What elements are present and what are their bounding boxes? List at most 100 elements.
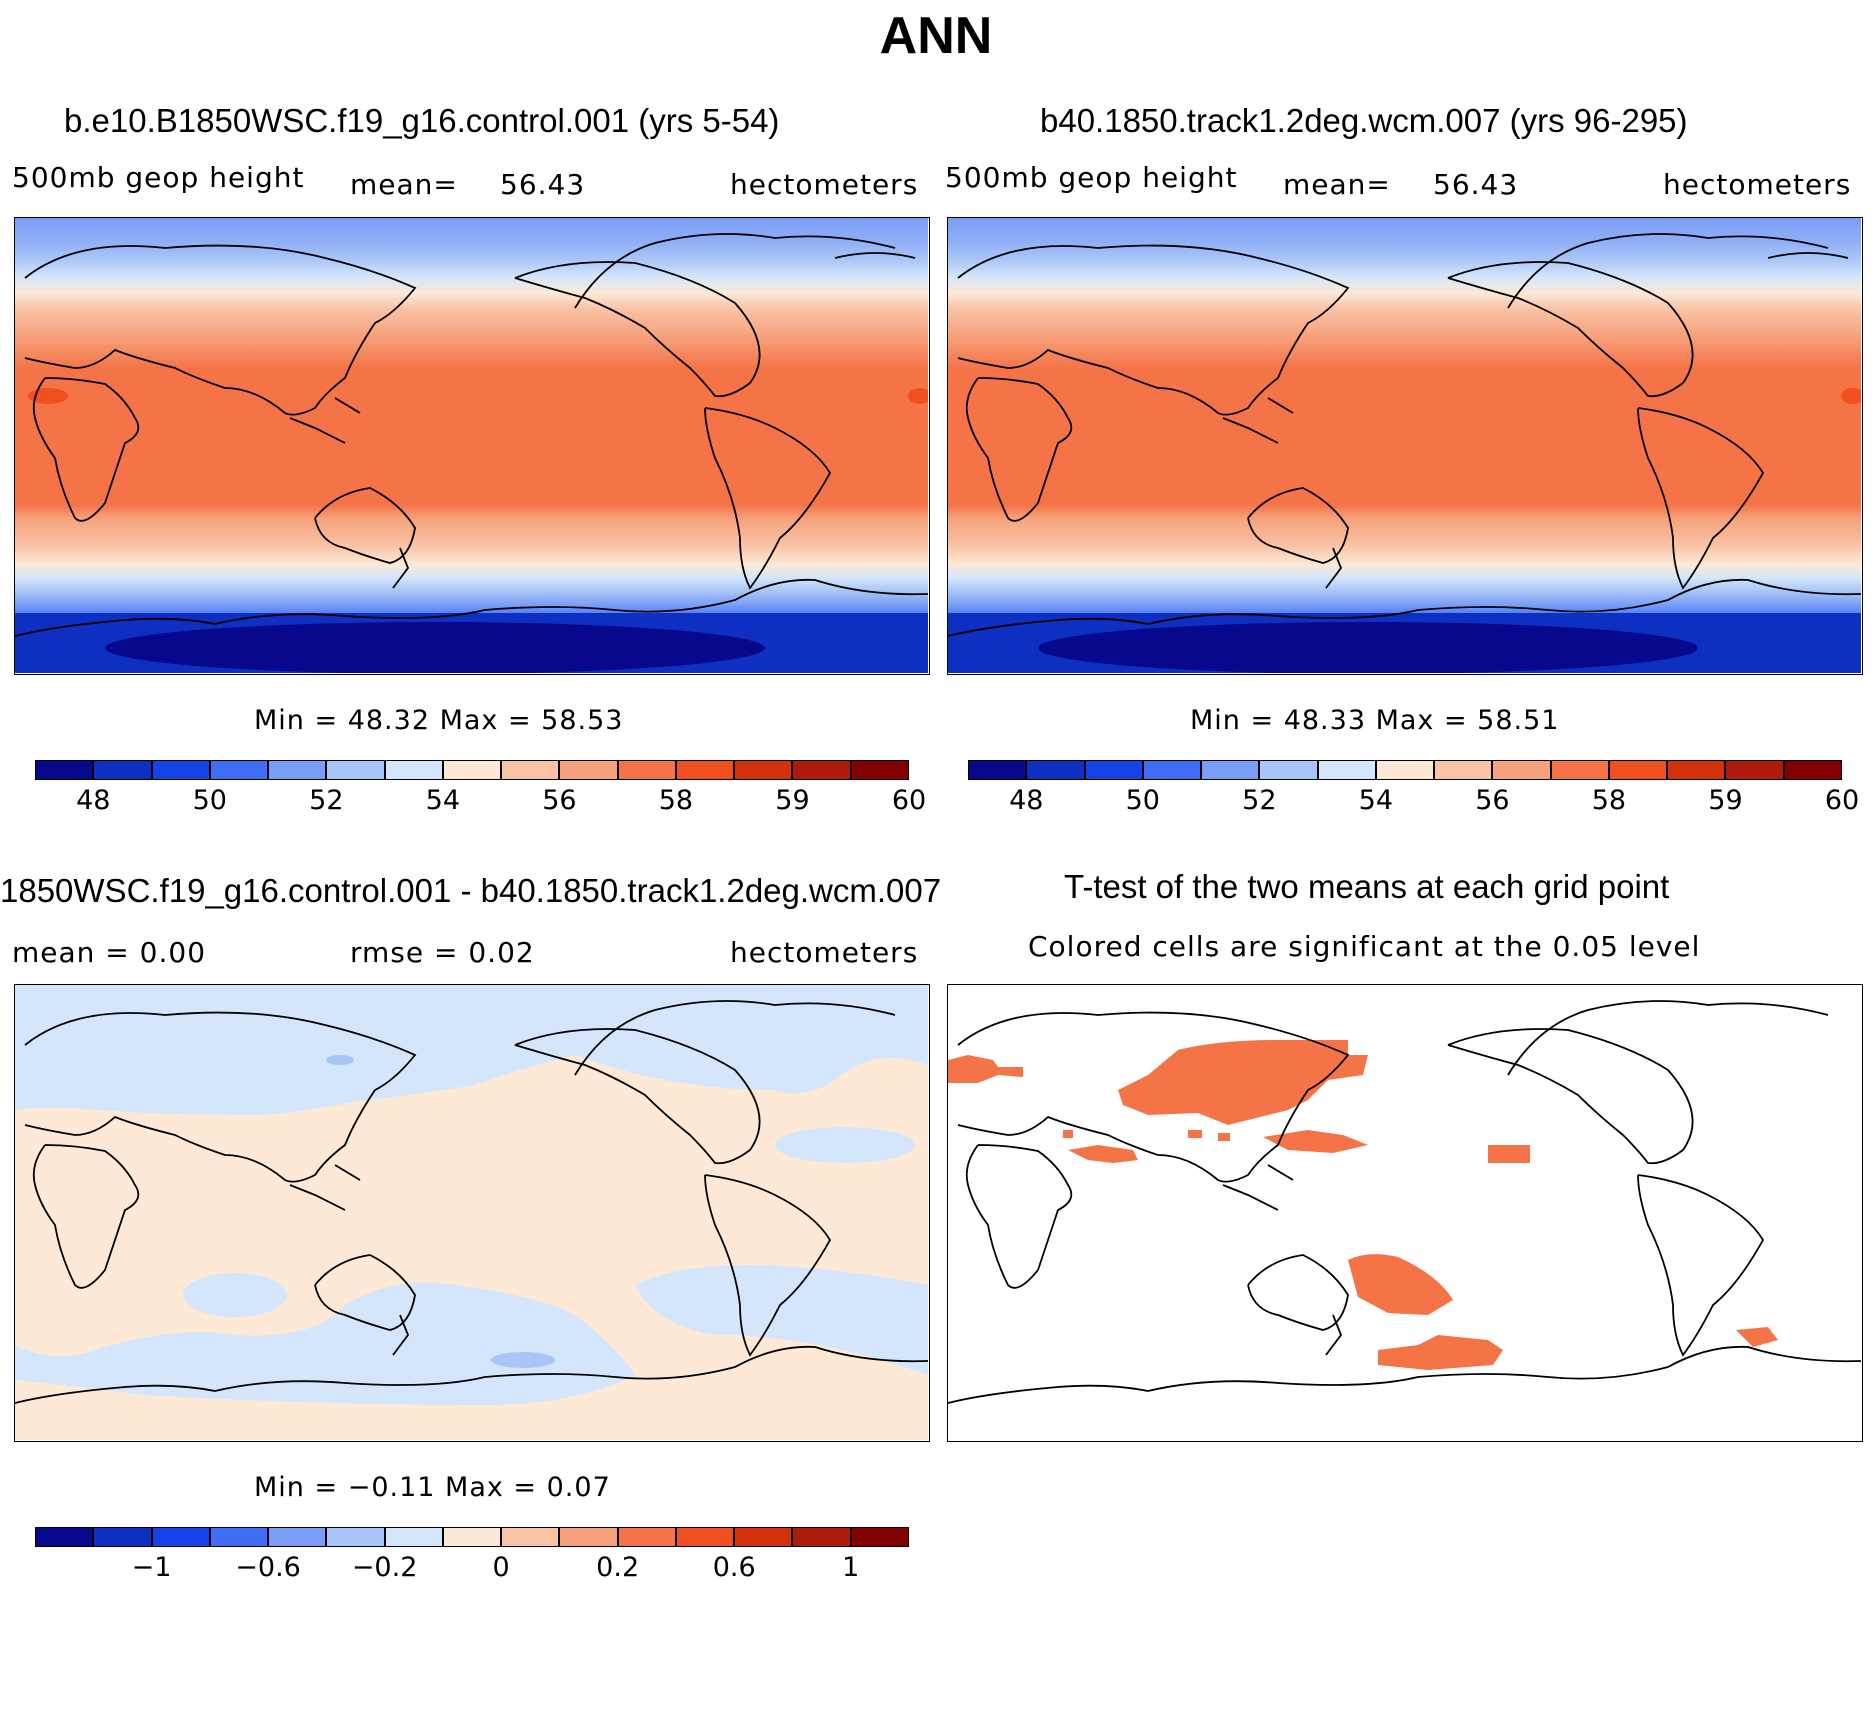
tick-label: 0.6 — [712, 1552, 756, 1583]
mean-value: 56.43 — [500, 168, 586, 201]
significance-map — [947, 985, 1862, 1440]
colorbar-swatch — [1375, 760, 1435, 780]
coastlines — [957, 233, 1849, 590]
tick-label: −1 — [131, 1552, 172, 1583]
colorbar-swatch — [35, 1527, 94, 1547]
colorbar-swatch — [1608, 760, 1668, 780]
map-panel-difference — [14, 984, 930, 1442]
tick-label: 0.2 — [596, 1552, 640, 1583]
coastlines — [947, 1000, 1862, 1404]
colorbar-ticks: −1 −0.6 −0.2 0 0.2 0.6 1 — [35, 1552, 909, 1586]
min-max-label: Min = 48.33 Max = 58.51 — [1190, 705, 1560, 736]
difference-map — [14, 985, 929, 1440]
colorbar-ticks: 48 50 52 54 56 58 59 60 — [35, 785, 926, 819]
map-panel-ttest — [947, 984, 1863, 1442]
tick-label: 56 — [542, 785, 577, 816]
colorbar-swatch — [1026, 760, 1085, 780]
colorbar-swatch — [326, 1527, 385, 1547]
colorbar-swatch — [268, 1527, 327, 1547]
colorbar-swatch — [442, 1527, 502, 1547]
units-label: hectometers — [1663, 168, 1852, 201]
map-panel-track — [947, 217, 1865, 675]
colorbar-swatch — [1725, 760, 1784, 780]
significant-cells — [948, 1040, 1778, 1370]
colorbar-swatch — [35, 760, 94, 780]
colorbar-swatch — [850, 760, 909, 780]
panel-title-ttest: T-test of the two means at each grid poi… — [1064, 868, 1670, 905]
colorbar-swatch — [384, 1527, 443, 1547]
tick-label: 0 — [492, 1552, 510, 1583]
tick-label: 59 — [775, 785, 810, 816]
colorbar-swatch — [617, 760, 676, 780]
colorbar-swatch — [501, 1527, 560, 1547]
colorbar-swatch — [1259, 760, 1318, 780]
colorbar-difference — [35, 1527, 909, 1547]
colorbar-absolute — [35, 760, 909, 780]
colorbar-swatch — [93, 1527, 152, 1547]
mean-value: 56.43 — [1433, 168, 1519, 201]
tick-label: 48 — [76, 785, 111, 816]
colorbar-swatch — [617, 1527, 676, 1547]
colorbar-swatch — [501, 760, 560, 780]
tick-label: 52 — [1242, 785, 1277, 816]
colorbar-swatch — [559, 1527, 618, 1547]
colorbar-swatch — [1492, 760, 1551, 780]
colorbar-swatch — [151, 760, 210, 780]
min-max-label: Min = −0.11 Max = 0.07 — [254, 1472, 611, 1503]
colorbar-swatch — [968, 760, 1027, 780]
tick-label: −0.6 — [235, 1552, 301, 1583]
tick-label: 50 — [192, 785, 227, 816]
coastlines — [24, 233, 916, 590]
colorbar-swatch — [1783, 760, 1842, 780]
tick-label: 56 — [1475, 785, 1510, 816]
tick-label: 60 — [1824, 785, 1860, 816]
colorbar-swatch — [734, 760, 793, 780]
colorbar-swatch — [93, 760, 152, 780]
colorbar-swatch — [559, 760, 618, 780]
tick-label: 58 — [1591, 785, 1627, 816]
tick-label: 60 — [891, 785, 927, 816]
mean-text: mean = 0.00 — [12, 936, 207, 969]
min-max-label: Min = 48.32 Max = 58.53 — [254, 705, 624, 736]
map-panel-control — [14, 217, 932, 675]
colorbar-swatch — [850, 1527, 909, 1547]
tick-label: 58 — [658, 785, 694, 816]
units-label: hectometers — [730, 168, 919, 201]
colorbar-swatch — [675, 760, 735, 780]
panel-subtitle: Colored cells are significant at the 0.0… — [1028, 930, 1701, 963]
panel-title-track: b40.1850.track1.2deg.wcm.007 (yrs 96-295… — [1040, 102, 1688, 139]
colorbar-swatch — [268, 760, 327, 780]
coastlines — [14, 1000, 929, 1404]
colorbar-swatch — [1317, 760, 1376, 780]
tick-label: 52 — [309, 785, 344, 816]
variable-label: 500mb geop height — [12, 161, 305, 194]
tick-label: 54 — [425, 785, 461, 816]
panel-title-difference: 1850WSC.f19_g16.control.001 - b40.1850.t… — [0, 872, 942, 909]
colorbar-swatch — [1550, 760, 1609, 780]
colorbar-ticks: 48 50 52 54 56 58 59 60 — [968, 785, 1859, 819]
colorbar-swatch — [151, 1527, 210, 1547]
tick-label: 54 — [1358, 785, 1394, 816]
rmse-text: rmse = 0.02 — [350, 936, 535, 969]
contour-map — [14, 218, 932, 674]
colorbar-swatch — [1084, 760, 1143, 780]
colorbar-absolute — [968, 760, 1842, 780]
units-label: hectometers — [730, 936, 919, 969]
colorbar-swatch — [1434, 760, 1493, 780]
colorbar-swatch — [675, 1527, 735, 1547]
mean-label: mean= — [350, 168, 458, 201]
colorbar-swatch — [734, 1527, 793, 1547]
tick-label: 1 — [842, 1552, 860, 1583]
figure-title: ANN — [879, 7, 993, 65]
contour-map — [947, 218, 1865, 674]
colorbar-swatch — [326, 760, 385, 780]
tick-label: −0.2 — [351, 1552, 418, 1583]
colorbar-swatch — [209, 1527, 269, 1547]
colorbar-swatch — [384, 760, 443, 780]
variable-label: 500mb geop height — [945, 161, 1238, 194]
mean-label: mean= — [1283, 168, 1391, 201]
tick-label: 59 — [1708, 785, 1743, 816]
panel-title-control: b.e10.B1850WSC.f19_g16.control.001 (yrs … — [64, 102, 780, 139]
colorbar-swatch — [1201, 760, 1260, 780]
tick-label: 50 — [1125, 785, 1160, 816]
